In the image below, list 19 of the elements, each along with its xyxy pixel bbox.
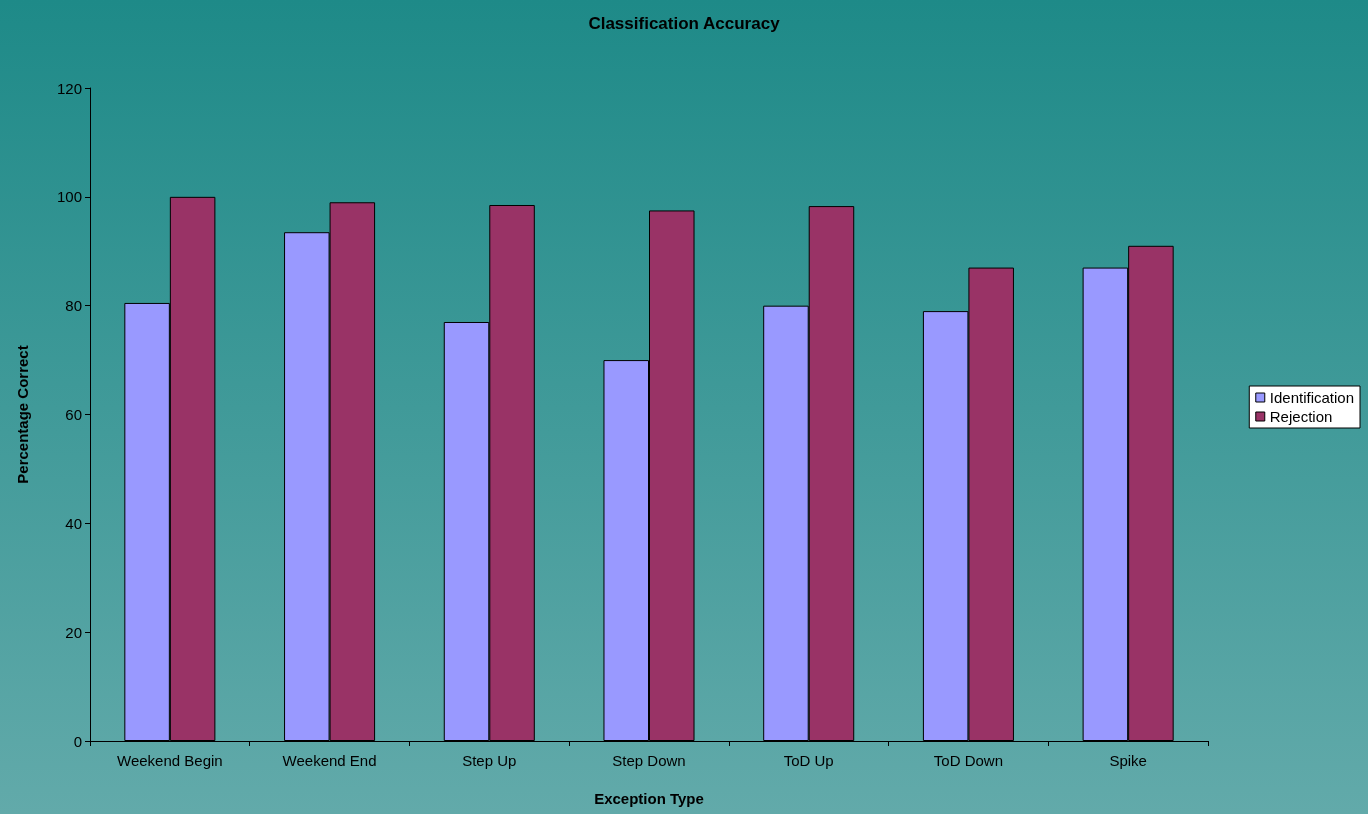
y-tick-label: 80 bbox=[65, 297, 82, 315]
legend-label: Identification bbox=[1269, 389, 1355, 406]
x-tick-label: Step Up bbox=[462, 752, 517, 769]
x-tick-label: ToD Up bbox=[783, 752, 834, 769]
y-tick-label: 40 bbox=[65, 514, 82, 532]
y-tick-label: 120 bbox=[56, 79, 82, 97]
y-tick-label: 60 bbox=[65, 406, 82, 423]
y-tick-label: 100 bbox=[56, 188, 82, 206]
x-tick-label: Spike bbox=[1109, 752, 1147, 769]
x-tick-label: Weekend Begin bbox=[117, 752, 223, 769]
y-tick-label: 0 bbox=[73, 732, 82, 750]
chart-title: Classification Accuracy bbox=[588, 14, 781, 33]
x-axis-title: Exception Type bbox=[594, 790, 704, 807]
x-tick-label: Weekend End bbox=[282, 752, 377, 769]
x-tick-label: Step Down bbox=[612, 752, 686, 769]
legend-label: Rejection bbox=[1269, 408, 1333, 425]
y-axis-title: Percentage Correct bbox=[14, 345, 31, 484]
y-tick-label: 20 bbox=[65, 623, 82, 641]
x-tick-label: ToD Down bbox=[933, 752, 1004, 769]
